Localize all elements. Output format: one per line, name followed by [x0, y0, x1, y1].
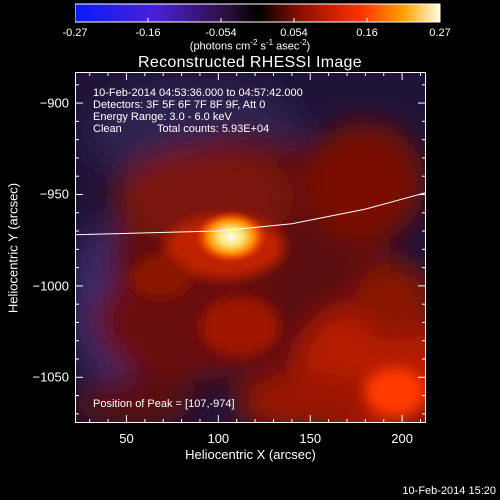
colorbar-tick-label: 0.27	[429, 27, 451, 39]
annotation-time-range: 10-Feb-2014 04:53:36.000 to 04:57:42.000	[93, 87, 303, 99]
colorbar-tick-label: -0.27	[62, 27, 88, 39]
colorbar-units: (photons cm-2 s-1 asec-2)	[189, 38, 311, 53]
colorbar-tick-label: -0.16	[135, 27, 161, 39]
annotation-detectors: Detectors: 3F 5F 6F 7F 8F 9F, Att 0	[93, 99, 266, 111]
y-axis-label: Heliocentric Y (arcsec)	[5, 182, 21, 314]
annotation-method: Clean	[93, 123, 122, 135]
y-tick-label: −1050	[32, 369, 69, 385]
y-tick-label: −950	[39, 186, 69, 202]
colorbar-tick-label: 0.054	[280, 27, 308, 39]
annotation-counts: Total counts: 5.93E+04	[157, 123, 270, 135]
plot-timestamp: 10-Feb-2014 15:20	[402, 485, 496, 497]
x-axis-label: Heliocentric X (arcsec)	[185, 447, 316, 462]
annotation-peak: Position of Peak = [107,-974]	[93, 398, 235, 410]
y-tick-label: −1000	[32, 278, 69, 294]
y-tick-label: −900	[39, 95, 69, 111]
x-tick-label: 50	[119, 431, 134, 446]
image-plot-area: 10-Feb-2014 04:53:36.000 to 04:57:42.000…	[75, 72, 426, 423]
x-tick-label: 200	[391, 431, 413, 446]
x-tick-label: 150	[299, 431, 322, 446]
annotation-energy: Energy Range: 3.0 - 6.0 keV	[93, 111, 232, 123]
colorbar	[75, 3, 441, 23]
x-tick-label: 100	[207, 431, 230, 446]
colorbar-tick-label: -0.054	[205, 27, 237, 39]
colorbar-tick-label: 0.16	[356, 27, 378, 39]
chart-title: Reconstructed RHESSI Image	[138, 54, 362, 71]
